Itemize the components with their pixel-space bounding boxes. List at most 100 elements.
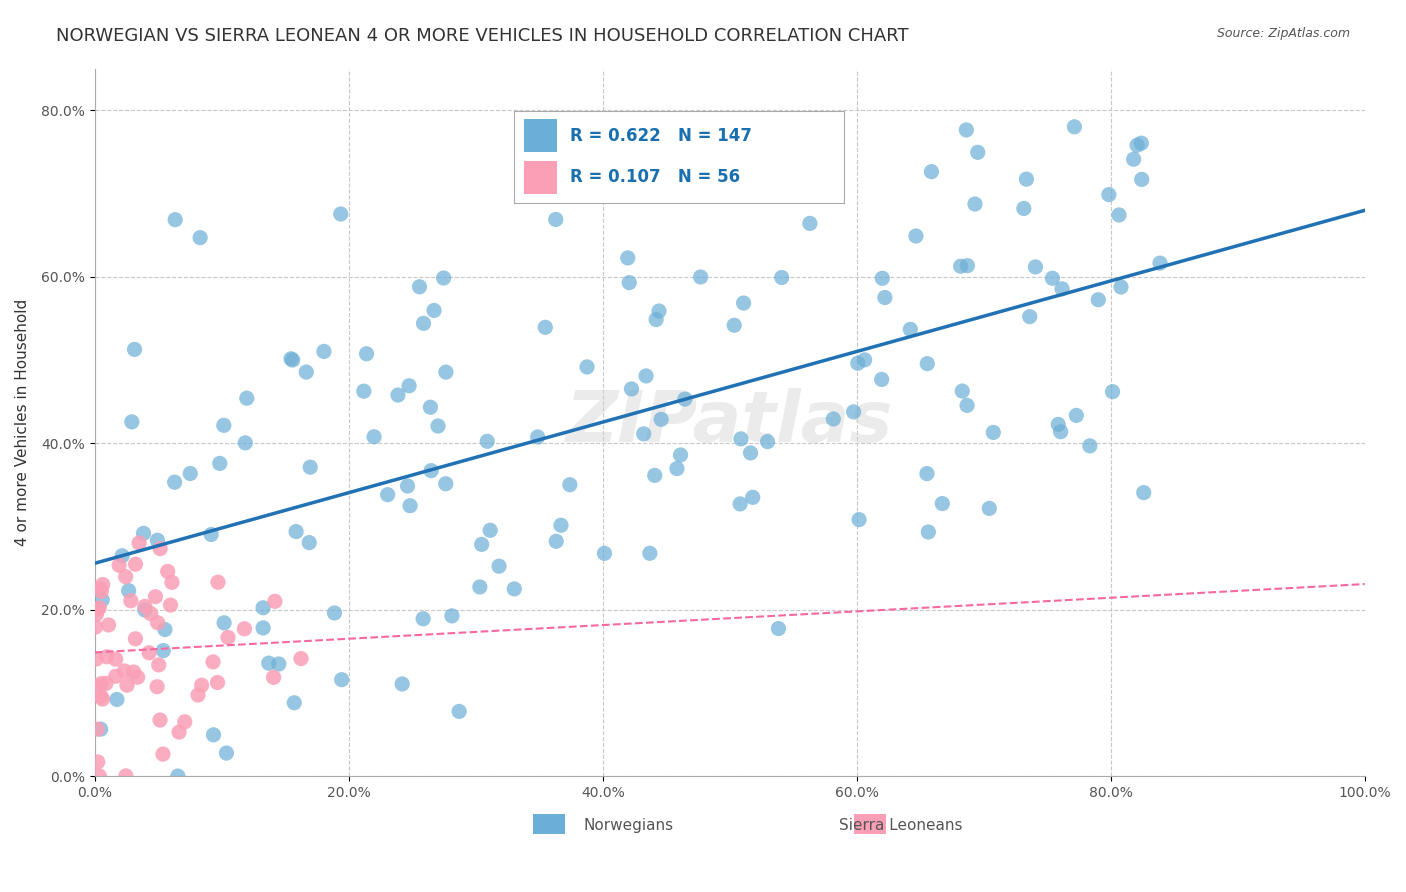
Norwegians <box>920 164 942 178</box>
Norwegians <box>770 270 793 285</box>
Norwegians <box>412 612 434 626</box>
Norwegians <box>323 606 346 620</box>
Norwegians <box>215 746 238 760</box>
Sierra Leoneans <box>202 655 225 669</box>
Norwegians <box>949 259 972 273</box>
Norwegians <box>117 583 139 598</box>
Sierra Leoneans <box>89 769 111 783</box>
Norwegians <box>799 216 821 230</box>
Norwegians <box>283 696 305 710</box>
Norwegians <box>285 524 308 539</box>
Norwegians <box>898 322 921 336</box>
Norwegians <box>733 296 755 310</box>
Norwegians <box>212 418 235 433</box>
Text: NORWEGIAN VS SIERRA LEONEAN 4 OR MORE VEHICLES IN HOUSEHOLD CORRELATION CHART: NORWEGIAN VS SIERRA LEONEAN 4 OR MORE VE… <box>56 27 908 45</box>
Norwegians <box>298 535 321 549</box>
Norwegians <box>669 448 692 462</box>
Norwegians <box>1109 280 1132 294</box>
Sierra Leoneans <box>84 652 107 666</box>
Norwegians <box>673 392 696 406</box>
Norwegians <box>1015 172 1038 186</box>
Norwegians <box>280 351 302 366</box>
Norwegians <box>917 357 939 371</box>
Sierra Leoneans <box>86 722 108 736</box>
Sierra Leoneans <box>108 558 131 573</box>
Sierra Leoneans <box>84 620 107 634</box>
Sierra Leoneans <box>90 690 112 704</box>
Norwegians <box>257 656 280 670</box>
Norwegians <box>576 359 599 374</box>
Norwegians <box>398 378 420 392</box>
Norwegians <box>105 692 128 706</box>
Sierra Leoneans <box>128 536 150 550</box>
Norwegians <box>146 533 169 548</box>
Norwegians <box>434 476 457 491</box>
Norwegians <box>915 467 938 481</box>
Norwegians <box>1101 384 1123 399</box>
Sierra Leoneans <box>86 607 108 622</box>
Text: Source: ZipAtlas.com: Source: ZipAtlas.com <box>1216 27 1350 40</box>
Sierra Leoneans <box>160 575 183 590</box>
Sierra Leoneans <box>104 652 127 666</box>
Norwegians <box>208 457 231 471</box>
FancyBboxPatch shape <box>533 814 565 834</box>
Norwegians <box>121 415 143 429</box>
Sierra Leoneans <box>114 664 136 678</box>
Norwegians <box>423 303 446 318</box>
Sierra Leoneans <box>114 570 136 584</box>
Sierra Leoneans <box>124 558 146 572</box>
Norwegians <box>396 479 419 493</box>
Norwegians <box>1122 153 1144 167</box>
Norwegians <box>212 615 235 630</box>
Norwegians <box>1042 271 1064 285</box>
Norwegians <box>648 304 671 318</box>
Sierra Leoneans <box>90 676 112 690</box>
Norwegians <box>477 434 499 449</box>
Norwegians <box>1024 260 1046 274</box>
Norwegians <box>689 270 711 285</box>
Text: Norwegians: Norwegians <box>583 818 673 833</box>
Norwegians <box>427 419 450 434</box>
Sierra Leoneans <box>115 678 138 692</box>
Norwegians <box>236 391 259 405</box>
Norwegians <box>124 343 146 357</box>
Sierra Leoneans <box>90 584 112 599</box>
Norwegians <box>756 434 779 449</box>
Norwegians <box>616 251 638 265</box>
Norwegians <box>846 356 869 370</box>
Norwegians <box>153 623 176 637</box>
Norwegians <box>558 477 581 491</box>
Sierra Leoneans <box>290 651 312 665</box>
Norwegians <box>956 398 979 412</box>
Norwegians <box>550 518 572 533</box>
Sierra Leoneans <box>86 755 108 769</box>
Norwegians <box>634 368 657 383</box>
Sierra Leoneans <box>217 631 239 645</box>
Norwegians <box>848 513 870 527</box>
Norwegians <box>1012 202 1035 216</box>
Sierra Leoneans <box>97 618 120 632</box>
Norwegians <box>440 608 463 623</box>
Norwegians <box>917 524 939 539</box>
Norwegians <box>768 622 790 636</box>
Sierra Leoneans <box>233 622 256 636</box>
Norwegians <box>434 365 457 379</box>
Sierra Leoneans <box>127 670 149 684</box>
Norwegians <box>281 353 304 368</box>
Norwegians <box>665 461 688 475</box>
Norwegians <box>188 230 211 244</box>
Sierra Leoneans <box>148 657 170 672</box>
Norwegians <box>1018 310 1040 324</box>
Norwegians <box>872 271 894 285</box>
Norwegians <box>399 499 422 513</box>
Norwegians <box>1126 138 1149 153</box>
Norwegians <box>633 426 655 441</box>
Norwegians <box>419 401 441 415</box>
Sierra Leoneans <box>207 575 229 590</box>
Sierra Leoneans <box>115 769 138 783</box>
Norwegians <box>1130 172 1153 186</box>
Sierra Leoneans <box>89 601 111 615</box>
Norwegians <box>356 347 378 361</box>
Norwegians <box>931 497 953 511</box>
Sierra Leoneans <box>207 675 229 690</box>
